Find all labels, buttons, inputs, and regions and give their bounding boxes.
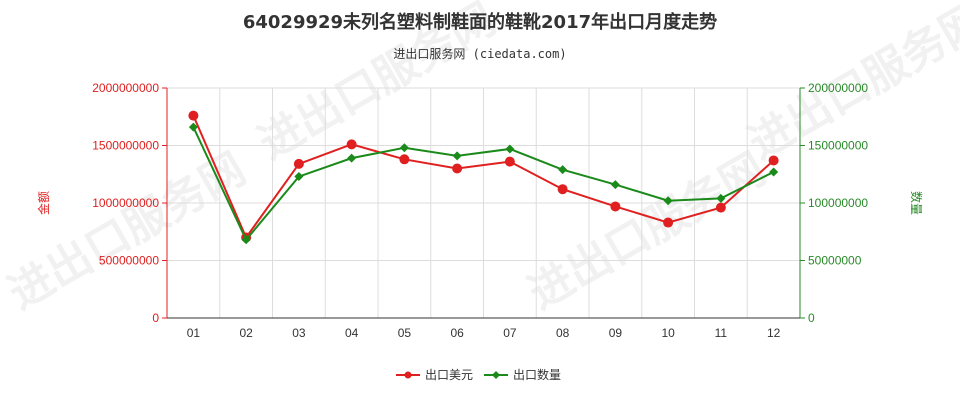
legend-marker-qty xyxy=(492,371,500,379)
x-tick-label: 12 xyxy=(767,326,781,340)
data-point xyxy=(769,167,779,177)
x-tick-label: 06 xyxy=(450,326,464,340)
legend-label-qty: 出口数量 xyxy=(513,367,561,382)
data-point xyxy=(188,122,198,132)
left-tick-label: 500000000 xyxy=(99,254,159,268)
x-tick-label: 09 xyxy=(609,326,623,340)
watermark-text: 进出口服务网 xyxy=(520,143,774,319)
legend-marker-usd xyxy=(404,371,412,379)
right-tick-label: 150000000 xyxy=(808,139,868,153)
right-tick-label: 50000000 xyxy=(808,254,862,268)
x-tick-label: 08 xyxy=(556,326,570,340)
left-tick-label: 1500000000 xyxy=(92,139,159,153)
left-axis-label: 金额 xyxy=(36,191,51,215)
data-point xyxy=(610,180,620,190)
data-point xyxy=(293,158,304,169)
data-point xyxy=(663,196,673,206)
data-point xyxy=(452,163,463,174)
left-tick-label: 0 xyxy=(152,311,159,325)
chart-subtitle: 进出口服务网 (ciedata.com) xyxy=(393,46,566,61)
chart-title: 64029929未列名塑料制鞋面的鞋靴2017年出口月度走势 xyxy=(243,11,717,33)
left-tick-label: 1000000000 xyxy=(92,196,159,210)
data-point xyxy=(663,217,674,228)
right-tick-label: 200000000 xyxy=(808,81,868,95)
data-point xyxy=(347,153,357,163)
legend-label-usd: 出口美元 xyxy=(425,368,473,382)
series-line-qty xyxy=(192,126,775,242)
right-tick-label: 100000000 xyxy=(808,196,868,210)
right-axis-ticks: 0 50000000 100000000 150000000 200000000 xyxy=(800,81,868,325)
legend: 出口美元 出口数量 xyxy=(396,367,561,382)
right-tick-label: 0 xyxy=(808,311,815,325)
data-point xyxy=(294,172,304,182)
data-point xyxy=(716,193,726,203)
data-point xyxy=(188,110,199,121)
x-tick-label: 05 xyxy=(398,326,412,340)
x-tick-label: 11 xyxy=(715,326,728,340)
x-tick-label: 07 xyxy=(503,326,517,340)
series-layer xyxy=(188,110,779,245)
data-point xyxy=(610,201,621,212)
x-tick-label: 04 xyxy=(345,326,359,340)
left-tick-label: 2000000000 xyxy=(92,81,159,95)
data-point xyxy=(558,165,568,175)
data-point xyxy=(504,156,515,167)
data-point xyxy=(715,202,726,213)
data-point xyxy=(346,139,357,150)
right-axis-label: 数量 xyxy=(909,191,924,215)
data-point xyxy=(557,184,568,195)
data-point xyxy=(241,235,251,245)
data-point xyxy=(399,154,410,165)
data-point xyxy=(399,143,409,153)
x-tick-label: 03 xyxy=(292,326,306,340)
x-tick-label: 01 xyxy=(187,326,201,340)
data-point xyxy=(452,151,462,161)
x-axis-ticks: 01 02 03 04 05 06 07 08 09 10 11 12 xyxy=(187,326,781,340)
x-tick-label: 10 xyxy=(661,326,675,340)
series-line-usd xyxy=(192,115,775,240)
data-point xyxy=(768,155,779,166)
legend-item-usd[interactable]: 出口美元 xyxy=(396,368,473,382)
data-point xyxy=(505,144,515,154)
x-tick-label: 02 xyxy=(239,326,253,340)
left-axis-ticks: 0 500000000 1000000000 1500000000 2000000000 xyxy=(92,81,167,325)
legend-item-qty[interactable]: 出口数量 xyxy=(484,367,561,382)
